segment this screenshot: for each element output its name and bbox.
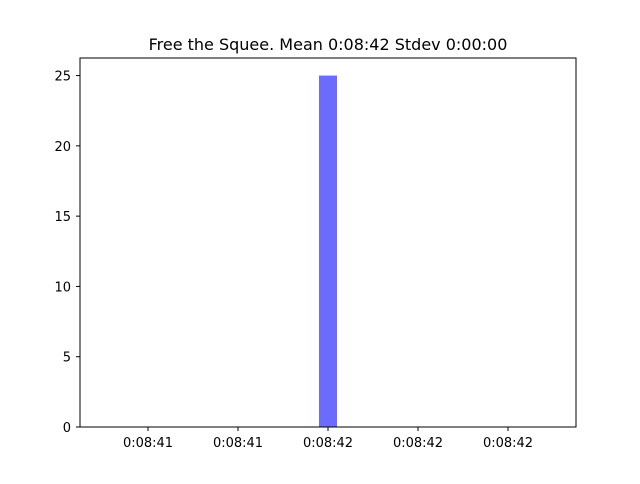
- y-tick-label: 0: [63, 421, 71, 436]
- y-tick-label: 5: [63, 351, 71, 366]
- histogram-bar: [319, 75, 337, 428]
- y-tick-label: 25: [54, 70, 71, 85]
- x-tick-label: 0:08:42: [303, 436, 353, 451]
- x-tick-label: 0:08:42: [483, 436, 533, 451]
- y-tick-label: 15: [54, 210, 71, 225]
- chart-title: Free the Squee. Mean 0:08:42 Stdev 0:00:…: [149, 35, 508, 54]
- x-tick-label: 0:08:41: [213, 436, 263, 451]
- y-tick-label: 20: [54, 140, 71, 155]
- y-tick-label: 10: [54, 280, 71, 295]
- bars-layer: [319, 75, 337, 428]
- x-tick-label: 0:08:42: [393, 436, 443, 451]
- x-axis: 0:08:41 0:08:41 0:08:42 0:08:42 0:08:42: [123, 427, 533, 451]
- y-axis: 0 5 10 15 20 25: [54, 70, 80, 436]
- plot-area-frame: [79, 57, 577, 428]
- x-tick-label: 0:08:41: [123, 436, 173, 451]
